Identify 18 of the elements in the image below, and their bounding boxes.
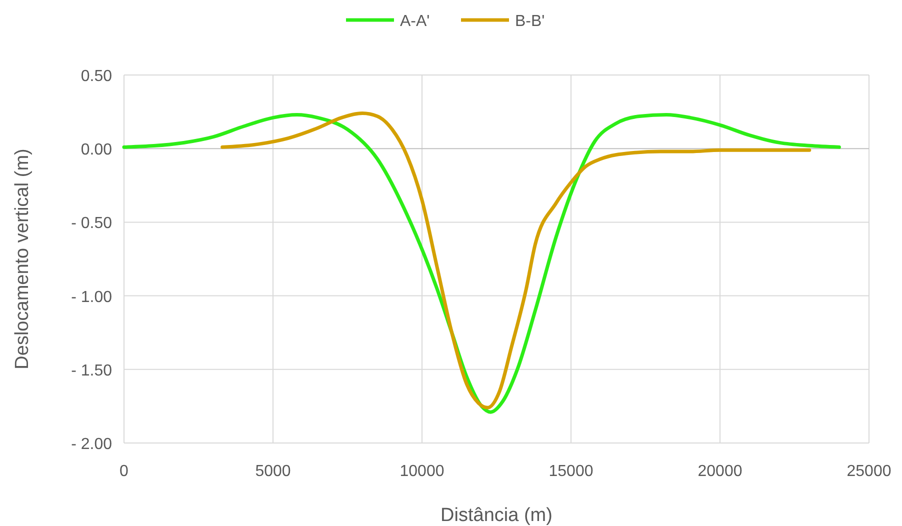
line-series	[122, 112, 841, 414]
x-tick-label: 25000	[846, 463, 892, 480]
x-tick-label: 10000	[400, 463, 444, 480]
y-tick-label: - 2.00	[71, 436, 112, 453]
legend-label: B-B'	[515, 13, 545, 30]
x-tick-label: 5000	[255, 463, 291, 480]
line-series	[220, 112, 812, 410]
x-tick-label: 15000	[548, 463, 594, 480]
y-tick-label: - 0.50	[71, 215, 112, 232]
y-tick-label: - 1.50	[71, 362, 112, 380]
x-axis-title: Distância (m)	[440, 505, 552, 526]
y-axis-title: Deslocamento vertical (m)	[12, 148, 33, 370]
legend-label: A-A'	[400, 13, 430, 30]
y-tick-label: - 1.00	[71, 288, 112, 306]
y-tick-label: 0.00	[80, 142, 112, 159]
x-tick-label: 0	[120, 463, 129, 480]
y-tick-label: 0.50	[80, 68, 112, 85]
x-tick-label: 20000	[698, 463, 742, 480]
